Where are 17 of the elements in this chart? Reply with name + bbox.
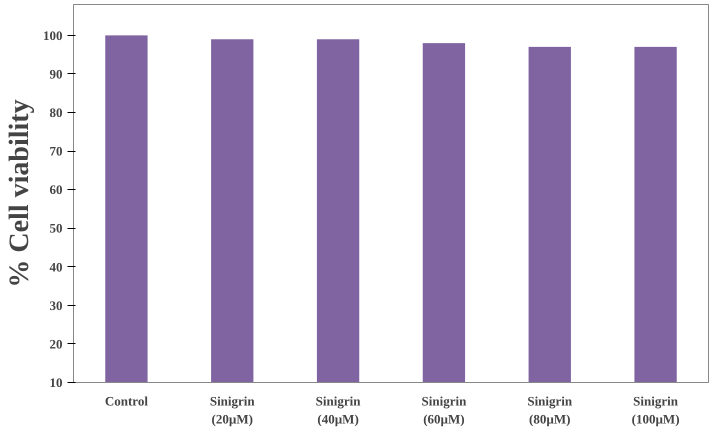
- x-tick-label: Sinigrin (40µM): [316, 394, 362, 426]
- x-tick-label: Control: [104, 394, 148, 408]
- y-tick-label: 80: [50, 105, 62, 120]
- y-tick-label: 40: [50, 259, 62, 274]
- y-tick-label: 10: [50, 375, 62, 390]
- x-tick-label: Sinigrin (60µM): [422, 394, 468, 426]
- y-tick-label: 60: [50, 182, 62, 198]
- x-tick-label: Sinigrin (100µM): [632, 394, 680, 426]
- y-tick-label: 30: [50, 298, 62, 313]
- y-tick-label: 90: [50, 66, 62, 82]
- y-tick-label: 20: [50, 336, 62, 352]
- x-tick-label: Sinigrin (80µM): [527, 394, 573, 426]
- y-tick-label: 70: [50, 144, 62, 159]
- y-axis-title: % Cell viability: [4, 99, 35, 288]
- y-tick-label: 100: [43, 28, 62, 43]
- y-tick-label: 50: [50, 220, 62, 236]
- x-tick-label: Sinigrin (20µM): [210, 394, 256, 426]
